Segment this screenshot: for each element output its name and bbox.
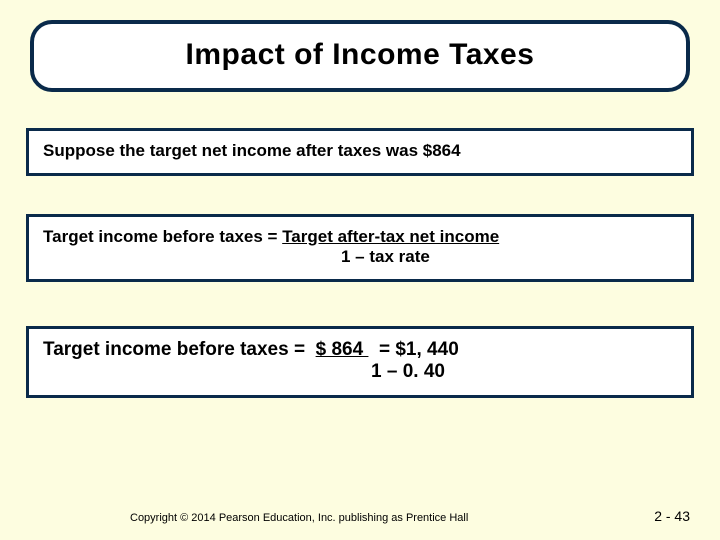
copyright-text: Copyright © 2014 Pearson Education, Inc.…	[130, 512, 468, 524]
slide-title: Impact of Income Taxes	[44, 38, 676, 72]
formula-line1: Target income before taxes = Target afte…	[43, 227, 677, 247]
premise-text: Suppose the target net income after taxe…	[43, 141, 677, 161]
formula-denominator: 1 – tax rate	[43, 247, 677, 267]
calc-numerator: $ 864	[316, 339, 369, 360]
title-box: Impact of Income Taxes	[30, 20, 690, 92]
calc-line1: Target income before taxes = $ 864 = $1,…	[43, 339, 677, 361]
slide: Impact of Income Taxes Suppose the targe…	[0, 0, 720, 540]
page-number: 2 - 43	[654, 508, 690, 524]
calc-denominator: 1 – 0. 40	[43, 361, 677, 383]
premise-box: Suppose the target net income after taxe…	[26, 128, 694, 176]
calculation-box: Target income before taxes = $ 864 = $1,…	[26, 326, 694, 398]
calc-lhs: Target income before taxes =	[43, 339, 316, 360]
formula-lhs: Target income before taxes =	[43, 227, 282, 246]
formula-numerator: Target after-tax net income	[282, 227, 499, 246]
calc-result: = $1, 440	[368, 339, 458, 360]
formula-box: Target income before taxes = Target afte…	[26, 214, 694, 282]
